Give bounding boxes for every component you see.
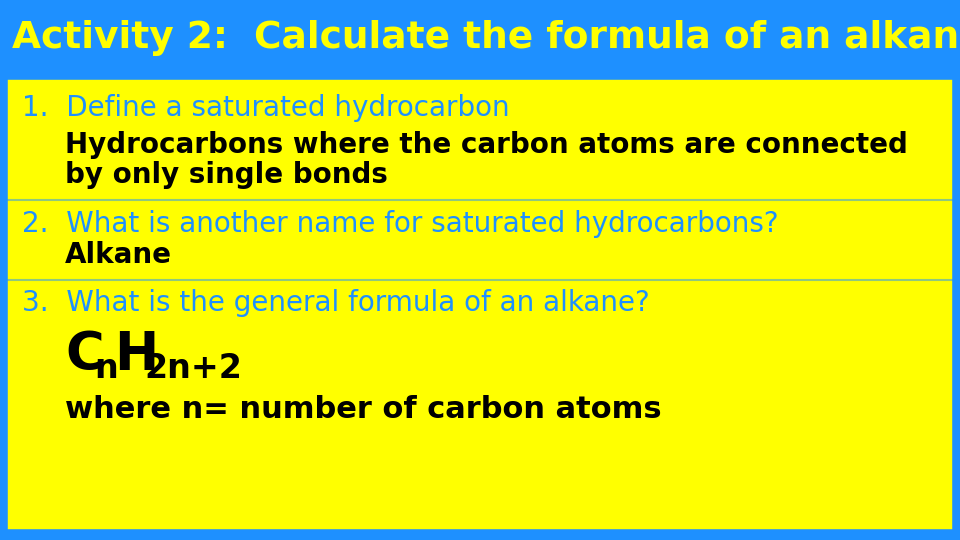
Text: 3.  What is the general formula of an alkane?: 3. What is the general formula of an alk… — [22, 289, 650, 317]
Text: 1.  Define a saturated hydrocarbon: 1. Define a saturated hydrocarbon — [22, 94, 510, 122]
Text: Activity 2:  Calculate the formula of an alkane: Activity 2: Calculate the formula of an … — [12, 20, 960, 56]
Text: n: n — [94, 352, 118, 384]
Text: C: C — [65, 329, 104, 381]
Bar — [5, 77, 955, 532]
Text: Alkane: Alkane — [65, 241, 172, 269]
Text: 2n+2: 2n+2 — [144, 352, 242, 384]
Text: where n= number of carbon atoms: where n= number of carbon atoms — [65, 395, 661, 424]
Text: 2.  What is another name for saturated hydrocarbons?: 2. What is another name for saturated hy… — [22, 210, 779, 238]
Text: by only single bonds: by only single bonds — [65, 161, 388, 189]
Text: H: H — [114, 329, 158, 381]
Bar — [0, 0, 960, 75]
Text: Hydrocarbons where the carbon atoms are connected: Hydrocarbons where the carbon atoms are … — [65, 131, 908, 159]
